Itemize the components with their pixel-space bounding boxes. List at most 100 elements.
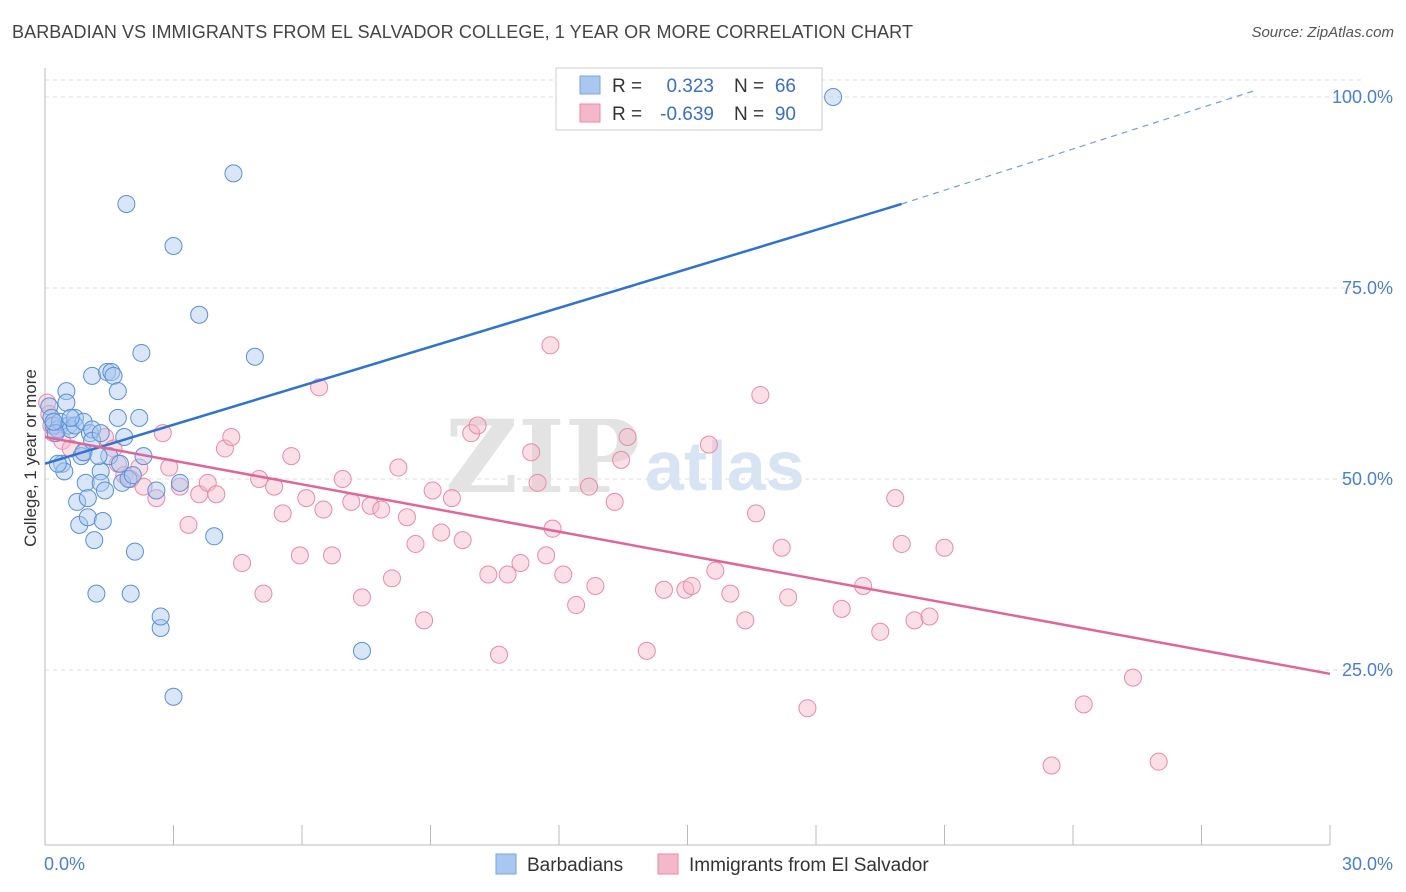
data-point-el-salvador — [1149, 752, 1168, 771]
data-point-barbadians — [170, 473, 189, 492]
data-point-el-salvador — [511, 554, 530, 573]
data-point-el-salvador — [682, 576, 701, 595]
data-point-barbadians — [61, 408, 80, 427]
data-point-barbadians — [65, 408, 84, 427]
legend-box: R = 0.323 N = 66 R = -0.639 N = 90 — [555, 67, 823, 131]
bottom-legend-swatch-el-salvador — [657, 853, 679, 875]
watermark-atlas: atlas — [645, 427, 805, 505]
data-point-el-salvador — [297, 489, 316, 508]
x-tick-labels: 0.0% 30.0% — [44, 854, 1393, 874]
legend-swatch-el-salvador — [579, 103, 601, 123]
data-point-el-salvador — [389, 458, 408, 477]
legend-n-label-2: N = — [734, 104, 764, 125]
data-point-el-salvador — [554, 565, 573, 584]
trendline-el-salvador — [44, 435, 1331, 676]
data-point-el-salvador — [612, 450, 631, 469]
data-point-barbadians — [76, 473, 95, 492]
data-point-el-salvador — [1074, 695, 1093, 714]
data-point-barbadians — [95, 481, 114, 500]
data-point-el-salvador — [222, 427, 241, 446]
legend-n-value-1: 66 — [775, 76, 796, 97]
data-point-barbadians — [130, 408, 149, 427]
data-point-el-salvador — [372, 500, 391, 519]
data-point-el-salvador — [654, 580, 673, 599]
y-tick-label: 50.0% — [1342, 469, 1393, 489]
data-point-el-salvador — [442, 489, 461, 508]
trendline-barbadians-extension — [901, 89, 1258, 205]
y-tick-label: 75.0% — [1342, 278, 1393, 298]
trendline-barbadians — [44, 202, 903, 465]
data-point-el-salvador — [479, 565, 498, 584]
legend-n-label-1: N = — [734, 76, 764, 97]
legend-r-value-2: -0.639 — [660, 104, 714, 125]
y-tick-label: 100.0% — [1332, 87, 1393, 107]
source-credit: Source: ZipAtlas.com — [1251, 24, 1394, 41]
data-point-barbadians — [164, 687, 183, 706]
data-point-el-salvador — [314, 500, 333, 519]
data-point-el-salvador — [397, 508, 416, 527]
data-point-barbadians — [83, 366, 102, 385]
legend-swatch-barbadians — [579, 75, 601, 95]
data-point-barbadians — [205, 527, 224, 546]
data-point-el-salvador — [699, 435, 718, 454]
y-tick-labels: 25.0% 50.0% 75.0% 100.0% — [1332, 87, 1393, 680]
data-point-barbadians — [123, 466, 142, 485]
data-point-el-salvador — [254, 584, 273, 603]
data-point-el-salvador — [832, 599, 851, 618]
data-point-barbadians — [78, 489, 97, 508]
data-point-el-salvador — [605, 492, 624, 511]
data-point-barbadians — [110, 454, 129, 473]
bottom-legend-label-el-salvador: Immigrants from El Salvador — [689, 855, 929, 876]
data-point-el-salvador — [342, 492, 361, 511]
data-point-el-salvador — [522, 443, 541, 462]
bottom-legend: Barbadians Immigrants from El Salvador — [495, 853, 929, 876]
bottom-legend-label-barbadians: Barbadians — [527, 855, 623, 876]
data-point-el-salvador — [747, 504, 766, 523]
data-point-el-salvador — [920, 607, 939, 626]
legend-r-label-2: R = — [612, 104, 642, 125]
data-point-el-salvador — [892, 534, 911, 553]
data-point-barbadians — [190, 305, 209, 324]
legend-r-value-1: 0.323 — [666, 76, 714, 97]
data-point-barbadians — [68, 492, 87, 511]
data-point-barbadians — [91, 424, 110, 443]
data-point-el-salvador — [537, 546, 556, 565]
data-point-barbadians — [132, 343, 151, 362]
data-point-el-salvador — [498, 565, 517, 584]
data-point-el-salvador — [322, 546, 341, 565]
data-point-el-salvador — [215, 439, 234, 458]
data-point-el-salvador — [207, 485, 226, 504]
bottom-legend-swatch-barbadians — [495, 853, 517, 875]
data-point-el-salvador — [1042, 756, 1061, 775]
data-point-el-salvador — [736, 611, 755, 630]
y-tick-label: 25.0% — [1342, 660, 1393, 680]
data-point-el-salvador — [382, 569, 401, 588]
data-point-el-salvador — [637, 641, 656, 660]
data-point-el-salvador — [233, 554, 252, 573]
data-point-el-salvador — [147, 489, 166, 508]
data-point-barbadians — [108, 408, 127, 427]
data-point-barbadians — [85, 531, 104, 550]
pink-series — [38, 336, 1168, 775]
legend-r-label-1: R = — [612, 76, 642, 97]
data-point-barbadians — [224, 164, 243, 183]
data-point-barbadians — [824, 88, 843, 106]
data-point-barbadians — [104, 366, 123, 385]
data-point-el-salvador — [1123, 668, 1142, 687]
data-point-barbadians — [245, 347, 264, 366]
data-point-barbadians — [117, 194, 136, 213]
data-point-el-salvador — [905, 611, 924, 630]
data-point-el-salvador — [130, 458, 149, 477]
data-point-el-salvador — [462, 424, 481, 443]
data-point-barbadians — [151, 607, 170, 626]
data-point-el-salvador — [453, 531, 472, 550]
data-point-el-salvador — [751, 385, 770, 404]
data-point-el-salvador — [352, 588, 371, 607]
data-point-el-salvador — [490, 645, 509, 664]
data-point-barbadians — [87, 584, 106, 603]
data-point-el-salvador — [871, 622, 890, 641]
data-point-barbadians — [44, 412, 63, 431]
y-axis-label: College, 1 year or more — [21, 369, 40, 547]
data-point-el-salvador — [333, 470, 352, 488]
